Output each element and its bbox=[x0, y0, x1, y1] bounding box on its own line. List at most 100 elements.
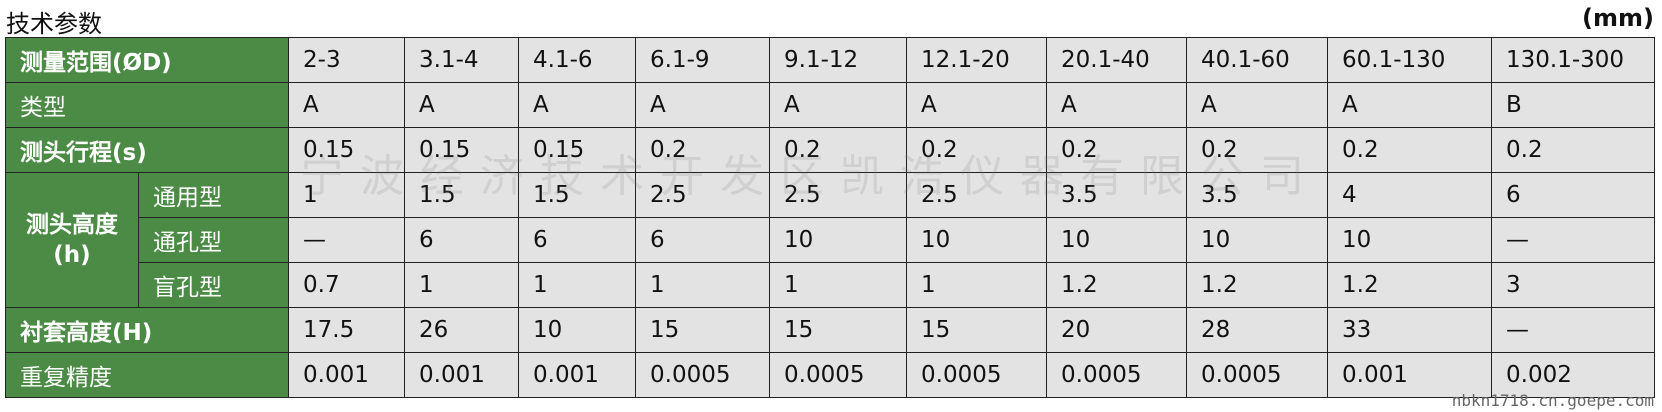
row-label: 测头行程(s) bbox=[4, 127, 290, 173]
cell: 6 bbox=[635, 217, 771, 263]
cell: 0.2 bbox=[1186, 127, 1329, 173]
cell: 12.1-20 bbox=[906, 37, 1048, 83]
cell: A bbox=[518, 82, 637, 128]
cell: 0.001 bbox=[288, 352, 406, 398]
row-label: 测量范围(ØD) bbox=[4, 37, 290, 83]
cell: A bbox=[1186, 82, 1329, 128]
table-row: 测头行程(s) 0.15 0.15 0.15 0.2 0.2 0.2 0.2 0.2 0.2 0.2 bbox=[4, 127, 1656, 173]
unit: (mm) bbox=[1582, 4, 1654, 32]
cell: A bbox=[906, 82, 1048, 128]
cell: 0.15 bbox=[518, 127, 637, 173]
cell: 130.1-300 bbox=[1491, 37, 1656, 83]
cell: 20 bbox=[1046, 307, 1188, 353]
cell: 1 bbox=[518, 262, 637, 308]
cell: 0.2 bbox=[769, 127, 908, 173]
group-label: 测头高度 (h) bbox=[5, 172, 139, 308]
cell: 10 bbox=[769, 217, 908, 263]
cell: A bbox=[404, 82, 520, 128]
cell: 0.0005 bbox=[635, 352, 771, 398]
cell: A bbox=[1046, 82, 1188, 128]
cell: 15 bbox=[769, 307, 908, 353]
cell: 0.001 bbox=[404, 352, 520, 398]
cell: 6.1-9 bbox=[635, 37, 771, 83]
group-label: 测头高度 bbox=[26, 212, 118, 238]
cell: 3 bbox=[1491, 262, 1656, 308]
cell: A bbox=[288, 82, 406, 128]
spec-table: 测量范围(ØD) 2-3 3.1-4 4.1-6 6.1-9 9.1-12 12.1-20 2… bbox=[4, 37, 1656, 398]
cell: — bbox=[1491, 307, 1656, 353]
cell: A bbox=[769, 82, 908, 128]
cell: 1 bbox=[769, 262, 908, 308]
cell: 0.002 bbox=[1491, 352, 1656, 398]
row-label: 重复精度 bbox=[4, 352, 290, 398]
sub-label: 盲孔型 bbox=[137, 262, 290, 308]
cell: 1 bbox=[906, 262, 1048, 308]
sub-label: 通用型 bbox=[137, 172, 290, 218]
cell: 33 bbox=[1327, 307, 1493, 353]
cell: 0.0005 bbox=[906, 352, 1048, 398]
cell: A bbox=[635, 82, 771, 128]
cell: 4.1-6 bbox=[518, 37, 637, 83]
cell: 3.1-4 bbox=[404, 37, 520, 83]
sub-label: 通孔型 bbox=[137, 217, 290, 263]
cell: 20.1-40 bbox=[1046, 37, 1188, 83]
cell: 0.001 bbox=[1327, 352, 1493, 398]
cell: 2.5 bbox=[769, 172, 908, 218]
cell: 15 bbox=[906, 307, 1048, 353]
table-row: 盲孔型 0.7 1 1 1 1 1 1.2 1.2 1.2 3 bbox=[6, 262, 1656, 308]
cell: 1.5 bbox=[518, 172, 637, 218]
table-row: 通孔型 —6 6 6 10 10 10 10 10— bbox=[6, 217, 1656, 263]
cell: — bbox=[288, 217, 406, 263]
cell: 1.2 bbox=[1186, 262, 1329, 308]
cell: 60.1-130 bbox=[1327, 37, 1493, 83]
cell: 17.5 bbox=[288, 307, 406, 353]
row-label: 类型 bbox=[4, 82, 290, 128]
cell: 1 bbox=[635, 262, 771, 308]
cell: 0.2 bbox=[906, 127, 1048, 173]
cell: 0.7 bbox=[288, 262, 406, 308]
site-watermark: nbkn1718.cn.goepe.com bbox=[1451, 391, 1654, 410]
table-row: 重复精度 0.001 0.001 0.001 0.0005 0.0005 0.0005 0.0… bbox=[4, 352, 1656, 398]
cell: 1.5 bbox=[404, 172, 520, 218]
cell: 9.1-12 bbox=[769, 37, 908, 83]
table-row: 衬套高度(H) 17.5 26 10 15 15 15 20 28 33— bbox=[4, 307, 1656, 353]
cell: 3.5 bbox=[1046, 172, 1188, 218]
cell: 0.15 bbox=[404, 127, 520, 173]
cell: 1 bbox=[288, 172, 406, 218]
cell: 4 bbox=[1327, 172, 1493, 218]
cell: 2-3 bbox=[288, 37, 406, 83]
cell: 10 bbox=[1046, 217, 1188, 263]
cell: 28 bbox=[1186, 307, 1329, 353]
cell: 10 bbox=[518, 307, 637, 353]
cell: 1.2 bbox=[1046, 262, 1188, 308]
cell: 3.5 bbox=[1186, 172, 1329, 218]
cell: 2.5 bbox=[906, 172, 1048, 218]
cell: 0.0005 bbox=[1046, 352, 1188, 398]
cell: 10 bbox=[1186, 217, 1329, 263]
cell: B bbox=[1491, 82, 1656, 128]
cell: 0.2 bbox=[1491, 127, 1656, 173]
cell: 15 bbox=[635, 307, 771, 353]
cell: 10 bbox=[906, 217, 1048, 263]
cell: 6 bbox=[1491, 172, 1656, 218]
cell: 6 bbox=[518, 217, 637, 263]
cell: 0.001 bbox=[518, 352, 637, 398]
cell: 1.2 bbox=[1327, 262, 1493, 308]
cell: 0.0005 bbox=[769, 352, 908, 398]
cell: 0.15 bbox=[288, 127, 406, 173]
title: 技术参数 bbox=[6, 10, 102, 38]
cell: 26 bbox=[404, 307, 520, 353]
cell: A bbox=[1327, 82, 1493, 128]
table-row: 测量范围(ØD) 2-3 3.1-4 4.1-6 6.1-9 9.1-12 12.1-20 2… bbox=[4, 37, 1656, 83]
cell: 0.2 bbox=[1327, 127, 1493, 173]
cell: 0.2 bbox=[635, 127, 771, 173]
cell: 1 bbox=[404, 262, 520, 308]
row-label: 衬套高度(H) bbox=[4, 307, 290, 353]
cell: 10 bbox=[1327, 217, 1493, 263]
cell: 0.0005 bbox=[1186, 352, 1329, 398]
cell: 0.2 bbox=[1046, 127, 1188, 173]
group-sublabel: (h) bbox=[53, 242, 91, 268]
cell: 2.5 bbox=[635, 172, 771, 218]
table-row: 类型 A A A A A A A A A B bbox=[4, 82, 1656, 128]
